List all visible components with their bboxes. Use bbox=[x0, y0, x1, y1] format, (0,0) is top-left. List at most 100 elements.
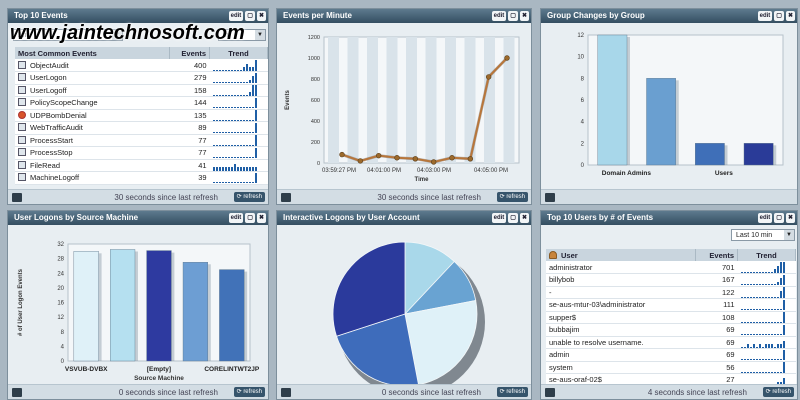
close-button[interactable]: ✖ bbox=[519, 213, 529, 223]
table-row[interactable]: bubbajim 69 bbox=[546, 323, 796, 337]
table-row[interactable]: FileRead 41 bbox=[15, 159, 268, 172]
restore-button[interactable]: ▢ bbox=[774, 11, 784, 21]
trend-bar bbox=[776, 321, 779, 323]
list-icon[interactable] bbox=[12, 388, 22, 397]
trend-bar bbox=[236, 69, 239, 71]
edit-button[interactable]: edit bbox=[491, 11, 507, 21]
column-header[interactable]: Events bbox=[695, 249, 739, 261]
restore-button[interactable]: ▢ bbox=[508, 11, 518, 21]
bar[interactable] bbox=[646, 78, 676, 166]
event-filter-select[interactable]: Any ▼ bbox=[13, 29, 123, 41]
bar[interactable] bbox=[743, 143, 774, 166]
restore-button[interactable]: ▢ bbox=[245, 213, 255, 223]
pie-slice[interactable] bbox=[404, 300, 478, 386]
list-icon[interactable] bbox=[281, 193, 291, 202]
column-header[interactable]: Events bbox=[169, 47, 211, 59]
trend-bar bbox=[221, 182, 224, 184]
close-button[interactable]: ✖ bbox=[785, 11, 795, 21]
trend-bar bbox=[764, 296, 767, 298]
table-row[interactable]: - 122 bbox=[546, 286, 796, 299]
trend-bar bbox=[764, 344, 767, 348]
time-range-select[interactable]: Last 10 min ▼ bbox=[731, 229, 795, 241]
event-icon bbox=[18, 60, 26, 69]
trend-bar bbox=[743, 346, 746, 348]
trend-bar bbox=[776, 334, 779, 336]
edit-button[interactable]: edit bbox=[228, 213, 244, 223]
restore-button[interactable]: ▢ bbox=[508, 213, 518, 223]
bar[interactable] bbox=[695, 143, 725, 166]
trend-bar bbox=[242, 107, 245, 109]
trend-bar bbox=[242, 67, 245, 71]
bar[interactable] bbox=[219, 269, 245, 362]
trend-bar bbox=[764, 271, 767, 273]
refresh-button[interactable]: ⟳ refresh bbox=[496, 192, 528, 202]
table-row[interactable]: PolicyScopeChange 144 bbox=[15, 96, 268, 110]
table-row[interactable]: supper$ 108 bbox=[546, 311, 796, 324]
bar[interactable] bbox=[597, 34, 628, 166]
list-icon[interactable] bbox=[12, 193, 22, 202]
trend-bar bbox=[782, 362, 785, 373]
close-button[interactable]: ✖ bbox=[256, 11, 266, 21]
y-tick-label: 24 bbox=[57, 271, 64, 277]
data-point[interactable] bbox=[357, 158, 364, 164]
table-row[interactable]: UserLogon 279 bbox=[15, 71, 268, 85]
table-row[interactable]: ProcessStart 77 bbox=[15, 134, 268, 147]
table-row[interactable]: admin 69 bbox=[546, 348, 796, 362]
data-point[interactable] bbox=[504, 55, 510, 61]
trend-bar bbox=[248, 182, 251, 184]
table-row[interactable]: administrator 701 bbox=[546, 261, 796, 274]
table-row[interactable]: ObjectAudit 400 bbox=[15, 59, 268, 72]
data-point[interactable] bbox=[394, 155, 400, 161]
restore-button[interactable]: ▢ bbox=[774, 213, 784, 223]
table-row[interactable]: ProcessStop 77 bbox=[15, 146, 268, 160]
edit-button[interactable]: edit bbox=[491, 213, 507, 223]
data-point[interactable] bbox=[339, 151, 345, 158]
data-point[interactable] bbox=[467, 156, 474, 162]
list-icon[interactable] bbox=[281, 388, 291, 397]
close-button[interactable]: ✖ bbox=[785, 213, 795, 223]
column-header[interactable]: Trend bbox=[209, 47, 268, 59]
table-row[interactable]: UserLogoff 158 bbox=[15, 84, 268, 97]
column-header[interactable]: User bbox=[546, 249, 697, 261]
table-row[interactable]: WebTrafficAudit 89 bbox=[15, 121, 268, 135]
table-row[interactable]: system 56 bbox=[546, 361, 796, 374]
refresh-button[interactable]: ⟳ refresh bbox=[496, 387, 528, 397]
trend-bar bbox=[233, 107, 236, 109]
edit-button[interactable]: edit bbox=[757, 213, 773, 223]
trend-bar bbox=[758, 271, 761, 273]
refresh-button[interactable]: ⟳ refresh bbox=[233, 192, 265, 202]
trend-bar bbox=[782, 324, 785, 336]
column-header[interactable]: Trend bbox=[737, 249, 796, 261]
restore-button[interactable]: ▢ bbox=[245, 11, 255, 21]
time-range-select[interactable]: in ▼ bbox=[218, 29, 266, 41]
data-point[interactable] bbox=[412, 156, 419, 162]
edit-button[interactable]: edit bbox=[757, 11, 773, 21]
row-count: 144 bbox=[169, 96, 210, 110]
trend-bar bbox=[254, 60, 257, 71]
refresh-button[interactable]: ⟳ refresh bbox=[762, 387, 794, 397]
refresh-button[interactable]: ⟳ refresh bbox=[233, 387, 265, 397]
table-row[interactable]: se-aus-mtur-03\administrator 111 bbox=[546, 298, 796, 312]
trend-bar bbox=[254, 110, 257, 121]
bar[interactable] bbox=[146, 250, 172, 362]
bar[interactable] bbox=[73, 251, 99, 362]
bar[interactable] bbox=[182, 262, 208, 362]
trend-bar bbox=[233, 132, 236, 134]
data-point[interactable] bbox=[485, 74, 492, 80]
list-icon[interactable] bbox=[545, 193, 555, 202]
close-button[interactable]: ✖ bbox=[256, 213, 266, 223]
list-icon[interactable] bbox=[545, 388, 555, 397]
close-button[interactable]: ✖ bbox=[519, 11, 529, 21]
table-row[interactable]: se-aus-oraf-02$ 27 bbox=[546, 373, 796, 387]
data-point[interactable] bbox=[449, 155, 455, 161]
pie-slice[interactable] bbox=[332, 241, 406, 337]
column-header[interactable]: Most Common Events bbox=[15, 47, 171, 59]
edit-button[interactable]: edit bbox=[228, 11, 244, 21]
table-row[interactable]: unable to resolve username. 69 bbox=[546, 336, 796, 349]
table-row[interactable]: UDPBombDenial 135 bbox=[15, 109, 268, 122]
table-row[interactable]: MachineLogoff 39 bbox=[15, 171, 268, 185]
data-point[interactable] bbox=[430, 159, 437, 165]
bar[interactable] bbox=[110, 249, 136, 362]
table-row[interactable]: billybob 167 bbox=[546, 273, 796, 287]
data-point[interactable] bbox=[375, 152, 382, 159]
